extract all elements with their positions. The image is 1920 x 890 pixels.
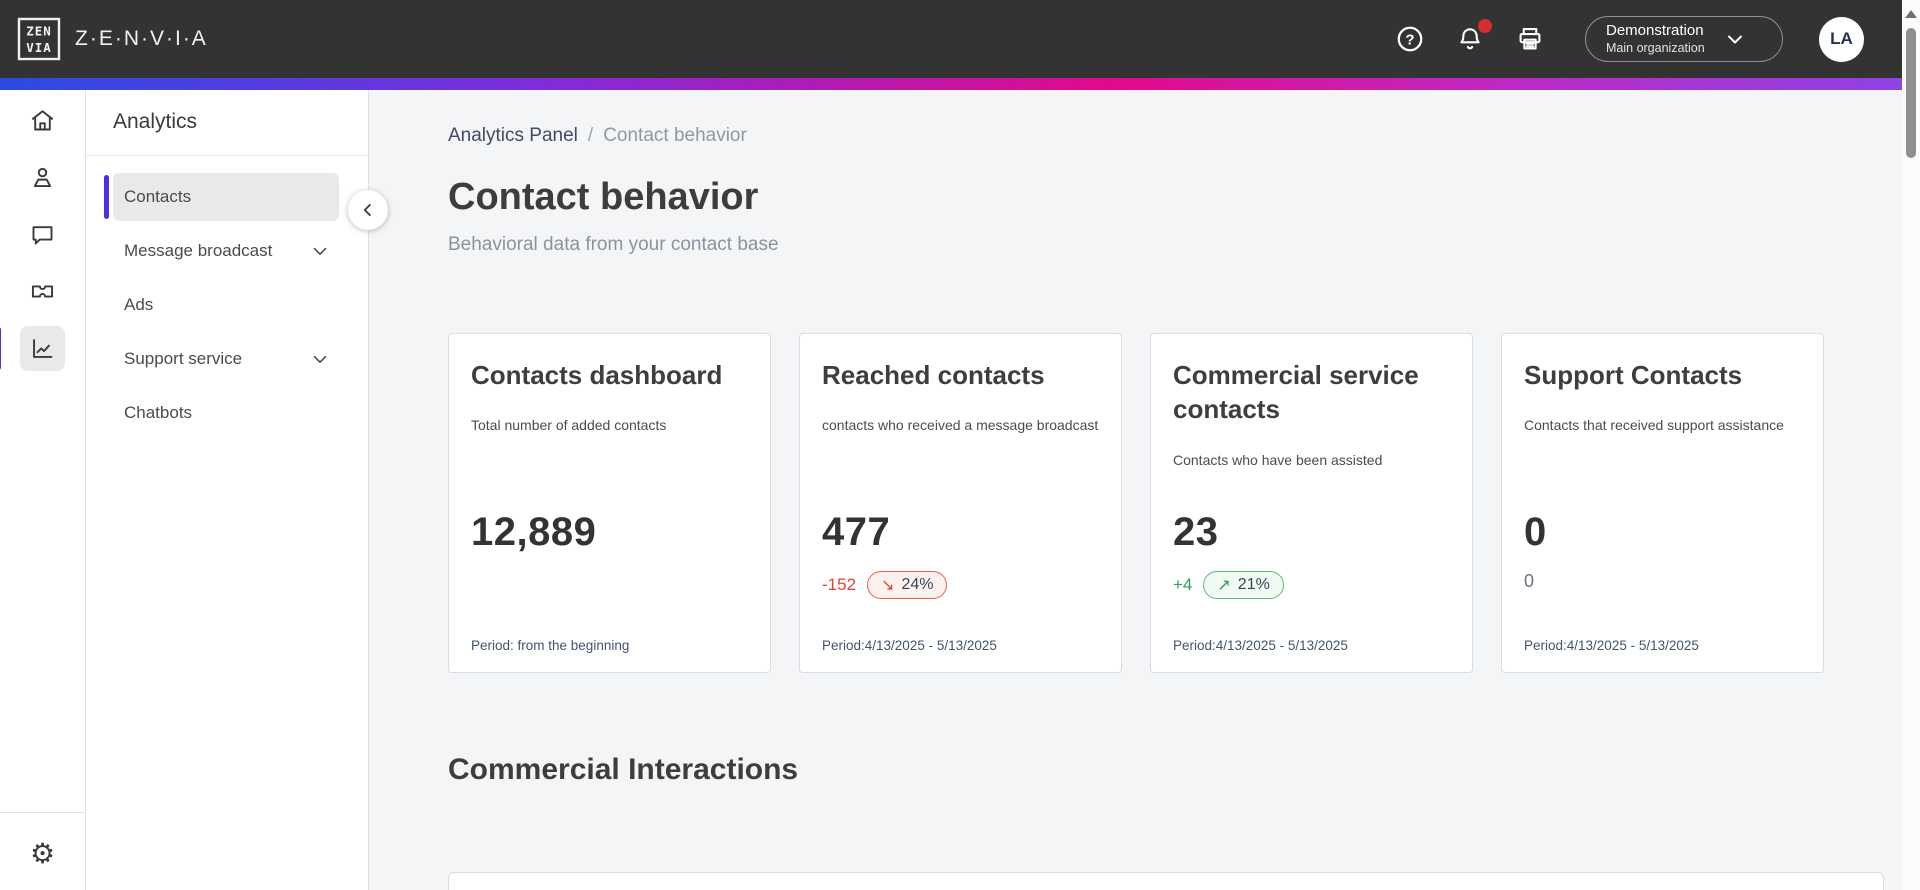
card-subtitle: Contacts that received support assistanc… (1524, 417, 1784, 434)
card-period: Period: from the beginning (471, 638, 630, 653)
delta-value: -152 (822, 575, 857, 594)
delta-row: +4 ↗ 21% (1173, 571, 1284, 599)
zenvia-logo-icon: ZEN VIA (16, 16, 62, 62)
person-icon (29, 164, 56, 191)
breadcrumb: Analytics Panel / Contact behavior (448, 125, 1920, 147)
delta-value: 0 (1524, 571, 1535, 591)
sidebar-item-label: Support service (124, 349, 243, 368)
rail-divider (0, 812, 85, 813)
chat-bubble-icon (29, 221, 56, 248)
card-title: Contacts dashboard (471, 360, 723, 390)
app-body: ⚙ Analytics Contacts Message broadcast A… (0, 90, 1920, 890)
active-indicator (0, 327, 1, 370)
notifications-button[interactable] (1453, 19, 1492, 56)
rail-item-conversations[interactable] (20, 212, 65, 257)
organization-name: Demonstration (1606, 21, 1704, 39)
page-subtitle: Behavioral data from your contact base (448, 234, 779, 255)
breadcrumb-separator: / (587, 125, 594, 146)
section-title-commercial-interactions: Commercial Interactions (448, 753, 799, 786)
sidebar-item-label: Contacts (124, 187, 192, 206)
card-reached-contacts: Reached contacts contacts who received a… (799, 333, 1122, 673)
sidebar-item-message-broadcast[interactable]: Message broadcast (113, 227, 339, 275)
delta-row: -152 ↘ 24% (822, 571, 948, 599)
help-icon: ? (1395, 24, 1425, 54)
chevron-down-icon (1723, 27, 1747, 51)
home-icon (29, 107, 56, 134)
card-subtitle: contacts who received a message broadcas… (822, 417, 1099, 434)
sidebar-item-support-service[interactable]: Support service (113, 335, 339, 383)
card-value: 12,889 (471, 510, 597, 554)
svg-text:VIA: VIA (26, 40, 52, 55)
card-title: Reached contacts (822, 360, 1045, 390)
card-period: Period:4/13/2025 - 5/13/2025 (822, 638, 997, 653)
rail-item-settings[interactable]: ⚙ (20, 831, 65, 876)
scroll-up-arrow[interactable] (1905, 10, 1917, 18)
card-support-contacts: Support Contacts Contacts that received … (1501, 333, 1824, 673)
delta-row: 0 (1524, 571, 1534, 592)
scrollbar[interactable] (1902, 0, 1920, 890)
bell-icon (1455, 24, 1485, 54)
sidebar-item-label: Ads (124, 295, 154, 314)
trend-percent: 21% (1237, 576, 1270, 593)
sidebar-nav: Contacts Message broadcast Ads Support s… (86, 156, 368, 437)
card-value: 23 (1173, 510, 1219, 554)
printer-icon (1515, 24, 1545, 54)
sidebar-item-chatbots[interactable]: Chatbots (113, 389, 339, 437)
ticket-icon (29, 278, 56, 305)
trend-badge-down: ↘ 24% (867, 571, 948, 599)
rail-item-tickets[interactable] (20, 269, 65, 314)
chevron-left-icon (357, 199, 379, 221)
card-period: Period:4/13/2025 - 5/13/2025 (1173, 638, 1348, 653)
notification-dot (1478, 19, 1492, 33)
scrollbar-thumb[interactable] (1906, 28, 1916, 158)
svg-text:ZEN: ZEN (26, 24, 52, 39)
card-subtitle: Total number of added contacts (471, 417, 667, 434)
card-period: Period:4/13/2025 - 5/13/2025 (1524, 638, 1699, 653)
sidebar-title: Analytics (113, 110, 198, 133)
trend-down-arrow-icon: ↘ (881, 577, 895, 594)
card-value: 0 (1524, 510, 1547, 554)
svg-text:?: ? (1405, 31, 1414, 48)
icon-rail: ⚙ (0, 90, 86, 890)
breadcrumb-current: Contact behavior (603, 125, 747, 146)
top-bar: ZEN VIA Z·E·N·V·I·A ? (0, 0, 1920, 78)
page-title: Contact behavior (448, 176, 759, 218)
trend-percent: 24% (901, 576, 934, 593)
sidebar-divider (86, 155, 368, 156)
sidebar-item-label: Message broadcast (124, 241, 273, 260)
chevron-down-icon (309, 348, 331, 370)
card-contacts-dashboard: Contacts dashboard Total number of added… (448, 333, 771, 673)
brand-wordmark: Z·E·N·V·I·A (75, 27, 208, 50)
card-title: Commercial service contacts (1173, 360, 1419, 425)
card-value: 477 (822, 510, 891, 554)
chevron-down-icon (309, 240, 331, 262)
organization-subtitle: Main organization (1606, 40, 1705, 55)
commercial-interactions-panel (448, 872, 1884, 890)
stat-cards-row: Contacts dashboard Total number of added… (448, 333, 1920, 673)
sidebar-item-contacts[interactable]: Contacts (104, 173, 339, 221)
print-button[interactable] (1513, 22, 1547, 56)
rail-item-analytics[interactable] (0, 326, 65, 371)
sidebar-item-ads[interactable]: Ads (113, 281, 339, 329)
analytics-sidebar: Analytics Contacts Message broadcast Ads… (86, 90, 388, 890)
user-avatar[interactable]: LA (1819, 16, 1864, 62)
card-title: Support Contacts (1524, 360, 1743, 390)
card-commercial-service-contacts: Commercial service contacts Contacts who… (1150, 333, 1473, 673)
rail-item-contacts[interactable] (20, 155, 65, 200)
help-button[interactable]: ? (1393, 22, 1427, 56)
collapse-sidebar-button[interactable] (348, 190, 388, 230)
analytics-chart-icon (29, 335, 56, 362)
gear-icon: ⚙ (29, 837, 56, 869)
main-content: Analytics Panel / Contact behavior Conta… (369, 90, 1920, 890)
delta-value: +4 (1173, 575, 1193, 594)
breadcrumb-analytics-panel[interactable]: Analytics Panel (448, 125, 578, 146)
sidebar-item-label: Chatbots (124, 403, 193, 422)
organization-text: Demonstration Main organization (1606, 22, 1705, 56)
card-subtitle: Contacts who have been assisted (1173, 451, 1383, 468)
rail-item-home[interactable] (20, 98, 65, 143)
trend-badge-up: ↗ 21% (1203, 571, 1284, 599)
organization-switcher[interactable]: Demonstration Main organization (1585, 16, 1783, 62)
trend-up-arrow-icon: ↗ (1217, 577, 1231, 594)
brand-gradient-bar (0, 78, 1920, 90)
